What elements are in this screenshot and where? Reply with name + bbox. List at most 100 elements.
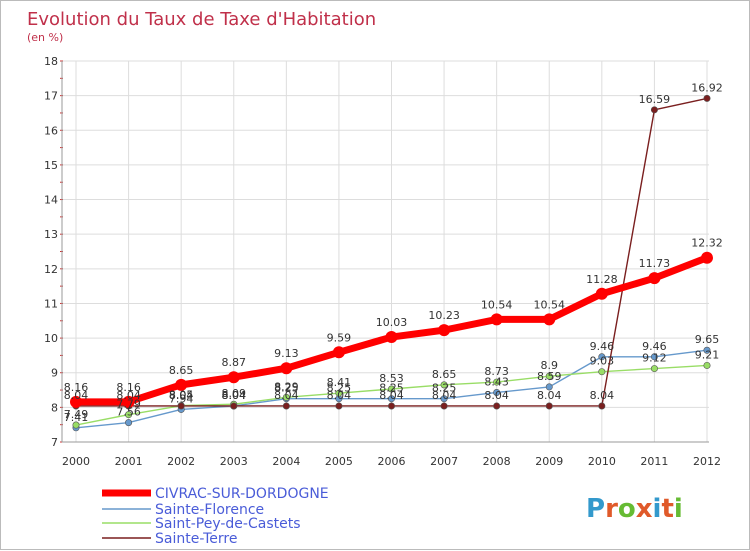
logo-letter: r	[605, 494, 618, 524]
point-1	[598, 353, 606, 361]
data-label-2: 8.65	[432, 368, 457, 381]
legend: CIVRAC-SUR-DORDOGNESainte-FlorenceSaint-…	[102, 486, 329, 547]
x-tick-label: 2007	[430, 455, 458, 468]
data-label-0: 8.16	[64, 381, 89, 394]
data-label-0: 10.54	[534, 298, 566, 311]
data-label-1: 8.25	[274, 382, 299, 395]
logo-letter: P	[586, 494, 605, 524]
x-tick-label: 2011	[640, 455, 668, 468]
y-tick-label: 11	[44, 297, 58, 310]
data-label-3: 8.04	[222, 389, 247, 402]
point-3	[545, 402, 553, 410]
data-label-3: 8.04	[484, 389, 509, 402]
data-label-3: 8.04	[64, 389, 89, 402]
data-label-3: 16.92	[691, 81, 723, 94]
data-label-3: 8.04	[327, 389, 352, 402]
point-1	[125, 419, 133, 427]
x-tick-label: 2001	[115, 455, 143, 468]
logo-letter: o	[618, 494, 636, 524]
x-tick-label: 2012	[693, 455, 721, 468]
y-tick-label: 16	[44, 124, 58, 137]
data-label-2: 8.73	[484, 365, 509, 378]
data-label-2: 9.03	[590, 355, 615, 368]
legend-label-3: Sainte-Terre	[155, 531, 237, 547]
point-0	[70, 395, 82, 408]
data-label-3: 16.59	[639, 93, 671, 106]
point-1	[650, 353, 658, 361]
point-2	[703, 361, 711, 369]
data-label-1: 7.94	[169, 392, 194, 405]
series-layer	[70, 94, 713, 432]
data-label-2: 9.21	[695, 348, 720, 361]
point-2	[493, 378, 501, 386]
point-3	[230, 402, 238, 410]
data-label-2: 7.79	[116, 398, 141, 411]
x-tick-label: 2004	[272, 455, 300, 468]
legend-label-2: Saint-Pey-de-Castets	[155, 516, 301, 532]
point-2	[72, 421, 80, 429]
point-2	[650, 365, 658, 373]
data-label-3: 8.04	[432, 389, 457, 402]
data-label-0: 8.65	[169, 364, 194, 377]
y-tick-label: 10	[44, 332, 58, 345]
data-label-0: 8.16	[116, 381, 141, 394]
x-tick-label: 2006	[378, 455, 406, 468]
x-tick-label: 2000	[62, 455, 90, 468]
legend-label-0: CIVRAC-SUR-DORDOGNE	[155, 486, 329, 502]
proxiti-logo: Proxiti	[586, 494, 683, 524]
data-label-0: 12.32	[691, 237, 723, 250]
data-label-3: 8.04	[590, 389, 615, 402]
point-2	[598, 368, 606, 376]
data-label-1: 8.25	[327, 382, 352, 395]
point-0	[280, 362, 293, 375]
y-tick-label: 9	[51, 367, 58, 380]
x-tick-label: 2002	[167, 455, 195, 468]
y-tick-label: 12	[44, 263, 58, 276]
point-3	[493, 402, 501, 410]
point-3	[703, 94, 711, 102]
y-tick-label: 7	[51, 436, 58, 449]
logo-letter: x	[636, 494, 653, 524]
data-label-2: 8.09	[222, 387, 247, 400]
point-0	[438, 324, 451, 337]
y-tick-label: 17	[44, 90, 58, 103]
point-2	[282, 393, 290, 401]
point-1	[387, 395, 395, 403]
data-label-1: 9.46	[590, 340, 615, 353]
point-2	[387, 385, 395, 393]
point-2	[440, 381, 448, 389]
data-label-2: 7.49	[64, 408, 89, 421]
logo-letter: i	[653, 494, 662, 524]
data-label-3: 8.04	[169, 389, 194, 402]
logo-letter: t	[661, 494, 673, 524]
point-3	[282, 402, 290, 410]
point-2	[545, 372, 553, 380]
x-tick-label: 2009	[535, 455, 563, 468]
axes: 7 8 9 10 11 12 13 14 15 16 17 18 2000 2001 2002 2003 200…	[44, 55, 721, 468]
point-2	[125, 411, 133, 419]
point-1	[545, 383, 553, 391]
point-1	[493, 388, 501, 396]
data-label-2: 8.41	[327, 376, 352, 389]
point-0	[490, 313, 503, 326]
point-3	[650, 106, 658, 114]
point-3	[387, 402, 395, 410]
y-tick-label: 14	[44, 194, 58, 207]
point-0	[701, 251, 713, 264]
data-label-0: 11.28	[586, 273, 618, 286]
data-label-2: 8.29	[274, 380, 299, 393]
data-label-1: 7.56	[116, 406, 141, 419]
x-tick-label: 2008	[483, 455, 511, 468]
point-0	[595, 287, 608, 300]
data-label-3: 8.04	[116, 389, 141, 402]
data-label-0: 10.03	[376, 316, 408, 329]
y-tick-label: 15	[44, 159, 58, 172]
point-0	[543, 313, 556, 326]
point-3	[177, 402, 185, 410]
chart-title: Evolution du Taux de Taxe d'Habitation	[27, 9, 376, 30]
point-1	[440, 395, 448, 403]
data-label-2: 9.12	[642, 352, 667, 365]
point-2	[335, 389, 343, 397]
data-label-3: 8.04	[537, 389, 562, 402]
